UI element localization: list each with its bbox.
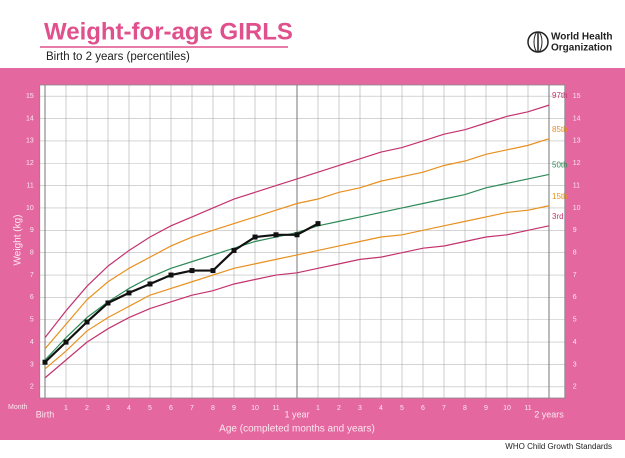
child-point (105, 300, 111, 306)
y-tick-label: 11 (573, 182, 580, 189)
x-tick-label: 10 (251, 405, 259, 412)
legend-label: 97th (552, 91, 568, 100)
x-tick-label: 11 (524, 405, 531, 412)
percentile-line (44, 225, 550, 379)
x-tick-label: 1 (64, 405, 68, 412)
plot-frame (39, 84, 566, 399)
x-axis-title: Age (completed months and years) (219, 424, 375, 435)
child-point (189, 268, 195, 274)
y-tick-label: 2 (573, 384, 577, 391)
y-tick-label: 3 (573, 361, 577, 368)
y-tick-label: 12 (26, 160, 34, 167)
legend-label: 15th (552, 192, 568, 201)
percentile-line (44, 205, 550, 370)
y-tick-label: 6 (30, 294, 34, 301)
y-tick-label: 7 (30, 272, 34, 279)
x-tick-label: 2 (337, 405, 341, 412)
org-name: Organization (551, 43, 612, 54)
child-point (231, 247, 237, 253)
child-point (84, 319, 90, 325)
x-tick-label: 2 years (534, 409, 564, 419)
child-point (315, 221, 321, 227)
child-point (63, 339, 69, 345)
y-tick-label: 15 (573, 93, 581, 100)
x-tick-label: 9 (484, 405, 488, 412)
child-point (168, 272, 174, 278)
y-tick-label: 9 (573, 227, 577, 234)
x-tick-label: 1 (316, 405, 320, 412)
y-tick-label: 8 (573, 250, 577, 257)
x-tick-label: 4 (127, 405, 131, 412)
y-tick-label: 14 (573, 115, 581, 122)
y-tick-label: 13 (26, 138, 34, 145)
y-tick-label: 6 (573, 294, 577, 301)
y-tick-label: 3 (30, 361, 34, 368)
y-tick-label: 2 (30, 384, 34, 391)
x-tick-label: 6 (421, 405, 425, 412)
child-point (252, 234, 258, 240)
y-tick-label: 14 (26, 115, 34, 122)
y-tick-label: 15 (26, 93, 34, 100)
legend-label: 85th (552, 125, 568, 134)
y-tick-label: 5 (573, 317, 577, 324)
x-tick-label: 8 (463, 405, 467, 412)
x-tick-label: 4 (379, 405, 383, 412)
x-tick-label: 1 year (284, 409, 309, 419)
y-tick-label: 9 (30, 227, 34, 234)
legend-label: 3rd (552, 212, 564, 221)
y-tick-label: 10 (573, 205, 581, 212)
y-tick-label: 4 (30, 339, 34, 346)
x-tick-label: Birth (36, 409, 55, 419)
x-tick-label: 7 (442, 405, 446, 412)
child-point (294, 232, 300, 238)
x-tick-label: 10 (503, 405, 511, 412)
child-point (147, 281, 153, 287)
chart-subtitle: Birth to 2 years (percentiles) (46, 51, 190, 63)
y-tick-label: 7 (573, 272, 577, 279)
y-tick-label: 12 (573, 160, 581, 167)
x-tick-label: 9 (232, 405, 236, 412)
who-logo: World Health Organization (527, 31, 612, 54)
x-tick-label: 5 (400, 405, 404, 412)
child-point (273, 232, 279, 238)
chart-title: Weight-for-age GIRLS (44, 18, 293, 45)
x-unit-label: Month (8, 404, 28, 411)
x-tick-label: 3 (106, 405, 110, 412)
y-tick-label: 8 (30, 250, 34, 257)
y-tick-label: 5 (30, 317, 34, 324)
plot-area (39, 85, 565, 398)
child-point (42, 359, 48, 365)
x-tick-label: 7 (190, 405, 194, 412)
child-point (126, 290, 132, 296)
org-name: World Health (551, 32, 612, 43)
child-point (210, 268, 216, 274)
y-tick-label: 4 (573, 339, 577, 346)
y-tick-label: 13 (573, 138, 581, 145)
x-tick-label: 6 (169, 405, 173, 412)
x-tick-label: 3 (358, 405, 362, 412)
x-tick-label: 11 (272, 405, 279, 412)
child-line (44, 222, 319, 364)
legend-label: 50th (552, 161, 568, 170)
percentile-line (44, 104, 550, 339)
x-tick-label: 8 (211, 405, 215, 412)
x-tick-label: 2 (85, 405, 89, 412)
y-tick-label: 11 (26, 182, 33, 189)
y-tick-label: 10 (26, 205, 34, 212)
source-note: WHO Child Growth Standards (505, 442, 612, 451)
x-tick-label: 5 (148, 405, 152, 412)
percentile-line (44, 138, 550, 350)
y-axis-title: Weight (kg) (13, 215, 24, 266)
